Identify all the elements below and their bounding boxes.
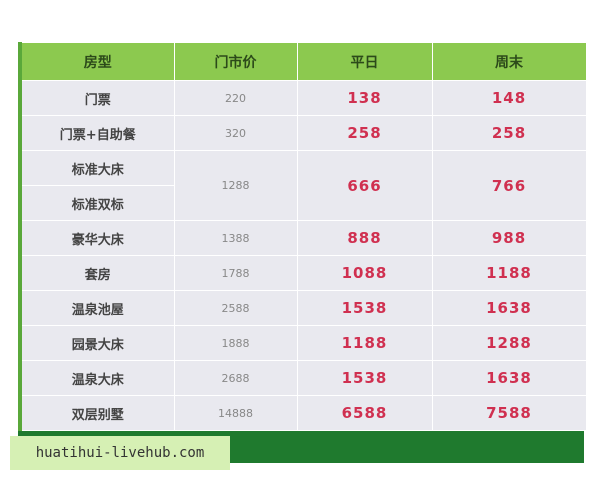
weekend-price: 1638 bbox=[431, 290, 587, 326]
weekend-price: 988 bbox=[431, 220, 587, 256]
rack-rate: 1788 bbox=[173, 255, 298, 291]
weekday-price: 138 bbox=[296, 80, 433, 116]
table-row: 门票+自助餐 320 258 258 bbox=[19, 115, 587, 151]
watermark: huatihui-livehub.com bbox=[10, 436, 230, 470]
room-name: 门票 bbox=[19, 80, 175, 116]
table-row: 豪华大床 1388 888 988 bbox=[19, 220, 587, 256]
rack-rate: 2588 bbox=[173, 290, 298, 326]
header-cell: 平日 bbox=[296, 42, 433, 81]
weekday-price: 666 bbox=[296, 150, 433, 221]
room-name: 温泉大床 bbox=[19, 360, 175, 396]
rack-rate: 1888 bbox=[173, 325, 298, 361]
table-row: 园景大床 1888 1188 1288 bbox=[19, 325, 587, 361]
table-row: 标准双标 bbox=[19, 185, 586, 221]
weekday-price: 1088 bbox=[296, 255, 433, 291]
room-name: 门票+自助餐 bbox=[19, 115, 175, 151]
rack-rate: 1288 bbox=[173, 150, 298, 221]
table-row: 标准大床 1288 666 766 bbox=[19, 150, 587, 221]
rack-rate: 14888 bbox=[173, 395, 298, 431]
room-name: 标准双标 bbox=[19, 185, 175, 221]
room-name: 豪华大床 bbox=[19, 220, 175, 256]
table-row: 温泉大床 2688 1538 1638 bbox=[19, 360, 587, 396]
table-body: 门票 220 138 148 门票+自助餐 320 258 258 标准大床 1288 666 766… bbox=[19, 80, 587, 431]
room-name: 温泉池屋 bbox=[19, 290, 175, 326]
weekend-price: 7588 bbox=[431, 395, 587, 431]
room-name: 双层别墅 bbox=[19, 395, 175, 431]
weekday-price: 1538 bbox=[296, 360, 433, 396]
weekend-price: 258 bbox=[431, 115, 587, 151]
room-name: 套房 bbox=[19, 255, 175, 291]
rack-rate: 320 bbox=[173, 115, 298, 151]
table-row: 门票 220 138 148 bbox=[19, 80, 587, 116]
room-name: 标准大床 bbox=[19, 150, 175, 186]
weekend-price: 1288 bbox=[431, 325, 587, 361]
weekday-price: 1538 bbox=[296, 290, 433, 326]
table-row: 套房 1788 1088 1188 bbox=[19, 255, 587, 291]
header-row: 房型 门市价 平日 周末 bbox=[19, 42, 587, 81]
rack-rate: 2688 bbox=[173, 360, 298, 396]
header-cell: 房型 bbox=[19, 42, 175, 81]
table-row: 双层别墅 14888 6588 7588 bbox=[19, 395, 587, 431]
weekend-price: 1188 bbox=[431, 255, 587, 291]
header-cell: 门市价 bbox=[173, 42, 298, 81]
weekend-price: 148 bbox=[431, 80, 587, 116]
rack-rate: 220 bbox=[173, 80, 298, 116]
weekday-price: 1188 bbox=[296, 325, 433, 361]
weekday-price: 888 bbox=[296, 220, 433, 256]
room-name: 园景大床 bbox=[19, 325, 175, 361]
weekend-price: 766 bbox=[431, 150, 587, 221]
weekend-price: 1638 bbox=[431, 360, 587, 396]
price-table: 房型 门市价 平日 周末 门票 220 138 148 门票+自助餐 320 258 258 标准大床… bbox=[18, 42, 587, 431]
header-cell: 周末 bbox=[431, 42, 587, 81]
weekday-price: 258 bbox=[296, 115, 433, 151]
table-row: 温泉池屋 2588 1538 1638 bbox=[19, 290, 587, 326]
price-table-wrap: 房型 门市价 平日 周末 门票 220 138 148 门票+自助餐 320 258 258 标准大床… bbox=[18, 42, 587, 463]
weekday-price: 6588 bbox=[296, 395, 433, 431]
rack-rate: 1388 bbox=[173, 220, 298, 256]
